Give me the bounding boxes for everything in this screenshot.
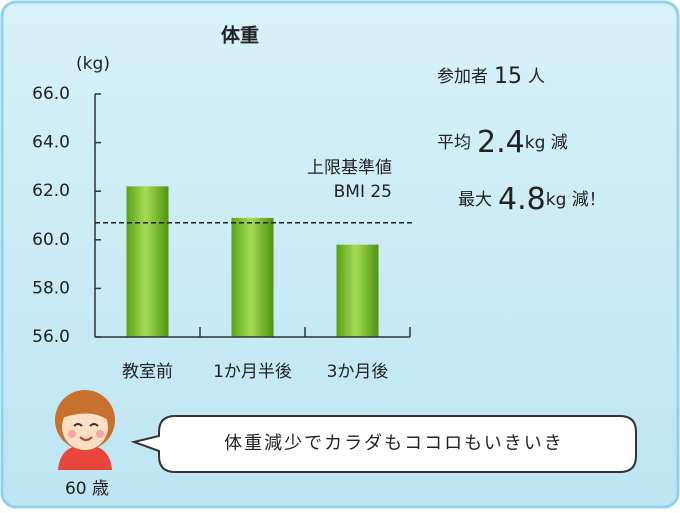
stat-label: 参加者	[437, 67, 488, 87]
x-tick-label: 教室前	[122, 362, 173, 382]
y-tick-label: 64.0	[32, 133, 70, 153]
stat-value: 4.8	[498, 182, 546, 217]
y-tick-label: 66.0	[32, 84, 70, 104]
y-tick-label: 58.0	[32, 278, 70, 298]
page: 体重 (kg) 参加者 15 人平均 2.4kg 減最大 4.8kg 減！ 60 歳 体…	[0, 0, 680, 509]
stat-value: 15	[494, 64, 522, 89]
y-tick-label: 56.0	[32, 327, 70, 347]
x-tick-label: 1か月半後	[213, 362, 292, 382]
chart-title: 体重	[221, 24, 259, 47]
person-age: 60 歳	[65, 479, 109, 499]
stat-label: 平均	[437, 133, 471, 153]
bar	[337, 245, 379, 337]
y-tick-label: 62.0	[32, 181, 70, 201]
y-axis-label: (kg)	[76, 54, 110, 74]
stat-value: 2.4	[477, 125, 525, 160]
stat-unit: kg 減！	[546, 190, 606, 210]
stat-label: 最大	[458, 190, 492, 210]
stat-unit: kg 減	[525, 133, 568, 153]
x-tick-label: 3か月後	[327, 362, 389, 382]
stat-unit: 人	[528, 67, 545, 87]
y-tick-label: 60.0	[32, 230, 70, 250]
bubble-text: 体重減少でカラダもココロもいきいき	[224, 433, 564, 454]
bar	[232, 218, 274, 337]
reference-label: 上限基準値	[307, 158, 392, 178]
person-icon	[55, 390, 115, 470]
reference-label: BMI 25	[334, 182, 392, 202]
bar	[127, 186, 169, 337]
